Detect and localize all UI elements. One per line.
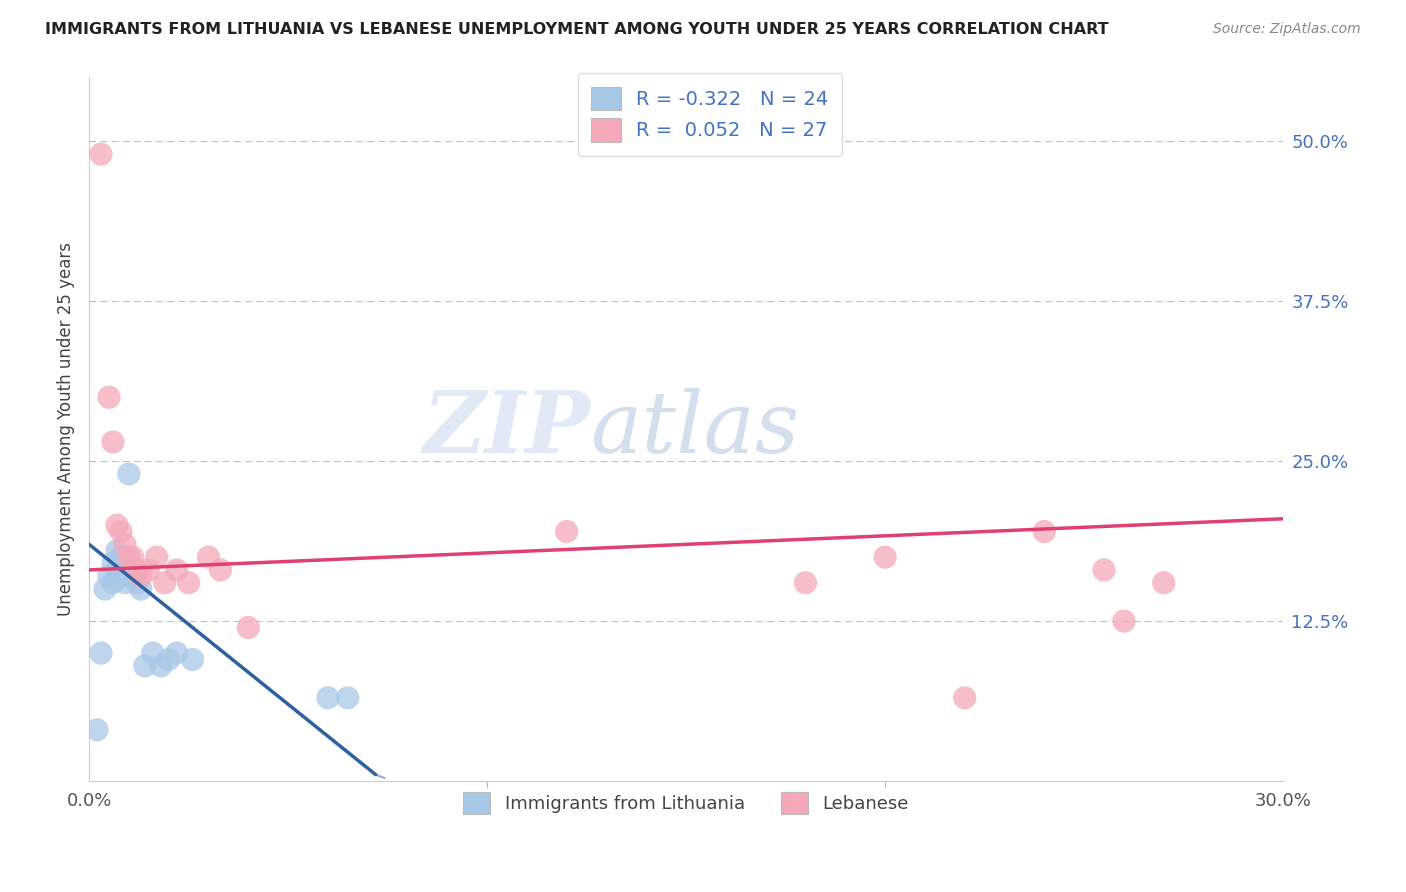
Point [125,575,148,590]
Point [105,563,128,577]
Point [166,646,188,660]
Point [1033,524,1056,539]
Point [177,575,200,590]
Legend: Immigrants from Lithuania, Lebanese: Immigrants from Lithuania, Lebanese [453,781,920,825]
Point [145,550,167,565]
Point [197,550,219,565]
Point [121,569,143,583]
Point [86,723,108,737]
Point [94,582,117,596]
Point [105,543,128,558]
Point [121,550,143,565]
Point [953,690,976,705]
Point [98,569,121,583]
Point [1112,614,1135,628]
Point [129,582,152,596]
Point [118,550,141,565]
Point [142,646,165,660]
Point [794,575,817,590]
Point [316,690,339,705]
Point [238,620,260,634]
Point [166,563,188,577]
Point [114,537,136,551]
Text: IMMIGRANTS FROM LITHUANIA VS LEBANESE UNEMPLOYMENT AMONG YOUTH UNDER 25 YEARS CO: IMMIGRANTS FROM LITHUANIA VS LEBANESE UN… [45,22,1108,37]
Point [110,524,132,539]
Point [98,390,121,404]
Point [153,575,176,590]
Point [101,435,124,450]
Point [1092,563,1115,577]
Point [138,563,160,577]
Point [134,658,156,673]
Y-axis label: Unemployment Among Youth under 25 years: Unemployment Among Youth under 25 years [58,243,75,616]
Text: Source: ZipAtlas.com: Source: ZipAtlas.com [1213,22,1361,37]
Point [114,563,136,577]
Point [209,563,232,577]
Point [157,652,180,666]
Point [114,575,136,590]
Text: atlas: atlas [591,388,800,471]
Point [875,550,897,565]
Point [149,658,172,673]
Point [555,524,578,539]
Point [101,557,124,571]
Point [90,147,112,161]
Text: ZIP: ZIP [423,387,591,471]
Point [90,646,112,660]
Point [125,563,148,577]
Point [105,518,128,533]
Point [129,569,152,583]
Point [1153,575,1175,590]
Point [336,690,359,705]
Point [101,575,124,590]
Point [110,550,132,565]
Point [118,467,141,481]
Point [181,652,204,666]
Point [110,569,132,583]
